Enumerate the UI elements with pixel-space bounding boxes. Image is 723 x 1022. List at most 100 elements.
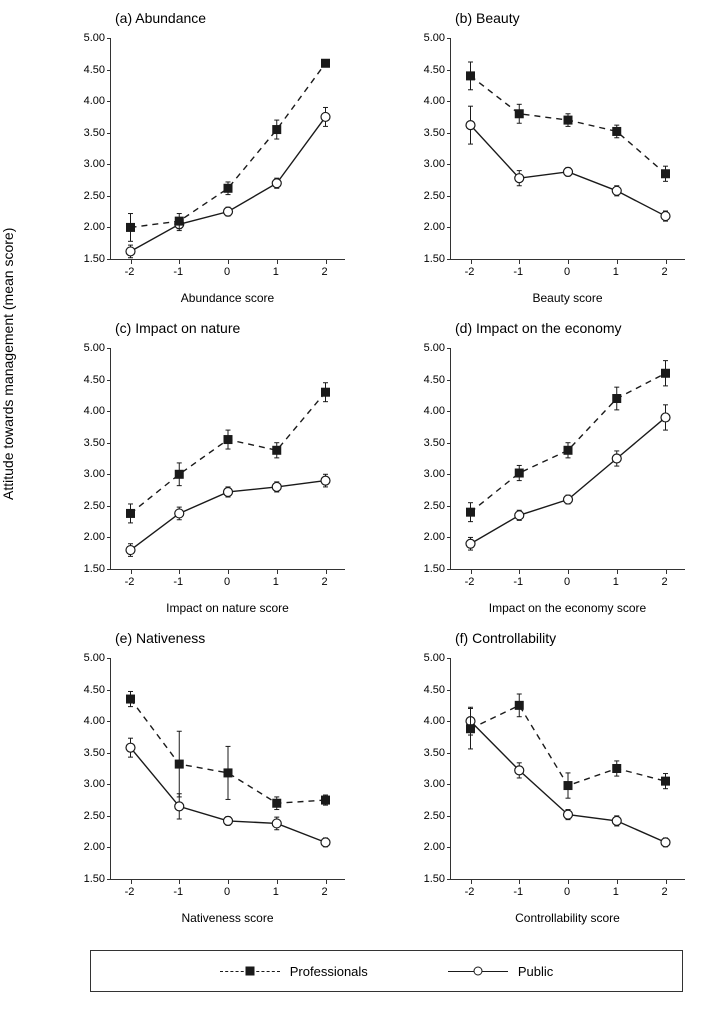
x-axis-label: Abundance score [110, 291, 345, 305]
plot-area [450, 348, 685, 570]
x-axis-label: Impact on the economy score [450, 601, 685, 615]
panel-e: (e) Nativeness Nativeness score 1.50 2.00 2.… [55, 630, 355, 930]
panel-title: (c) Impact on nature [115, 320, 240, 336]
panel-title: (f) Controllability [455, 630, 556, 646]
y-tick-label: 4.50 [55, 684, 105, 696]
x-tick-label: 0 [224, 576, 230, 588]
y-tick-label: 2.00 [395, 221, 445, 233]
x-tick-label: 2 [321, 576, 327, 588]
panel-title: (b) Beauty [455, 10, 520, 26]
panels-grid: (a) AbundanceAbundance score1.502.002.50… [55, 10, 695, 930]
y-tick-label: 2.50 [55, 500, 105, 512]
x-tick-label: 0 [564, 576, 570, 588]
x-tick-label: -2 [125, 266, 135, 278]
x-axis-label: Controllability score [450, 911, 685, 925]
y-tick-label: 5.00 [55, 32, 105, 44]
x-tick-label: -1 [513, 886, 523, 898]
y-tick-label: 4.50 [55, 64, 105, 76]
y-tick-label: 4.50 [395, 684, 445, 696]
y-tick-label: 4.50 [395, 374, 445, 386]
plot-area [110, 38, 345, 260]
y-tick-label: 2.50 [395, 500, 445, 512]
x-tick-label: 0 [224, 266, 230, 278]
x-tick-label: -2 [465, 266, 475, 278]
x-tick-label: 0 [564, 266, 570, 278]
y-tick-label: 5.00 [395, 32, 445, 44]
y-tick-label: 4.00 [55, 95, 105, 107]
legend-item-public: Public [448, 964, 553, 979]
x-axis-label: Impact on nature score [110, 601, 345, 615]
y-tick-label: 1.50 [55, 873, 105, 885]
x-axis-label: Beauty score [450, 291, 685, 305]
y-tick-label: 2.50 [55, 810, 105, 822]
plot-area [110, 658, 345, 880]
x-tick-label: -1 [173, 576, 183, 588]
y-tick-label: 2.00 [55, 531, 105, 543]
y-tick-label: 1.50 [55, 563, 105, 575]
y-tick-label: 5.00 [55, 652, 105, 664]
legend-label-professionals: Professionals [290, 964, 368, 979]
y-tick-label: 3.50 [395, 437, 445, 449]
plot-area [450, 658, 685, 880]
x-tick-label: -2 [465, 576, 475, 588]
legend-label-public: Public [518, 964, 553, 979]
y-tick-label: 1.50 [395, 563, 445, 575]
y-tick-label: 2.00 [55, 221, 105, 233]
y-tick-label: 3.50 [395, 127, 445, 139]
y-tick-label: 4.50 [55, 374, 105, 386]
x-tick-label: 2 [661, 886, 667, 898]
circle-marker-icon [473, 967, 482, 976]
panel-b: (b) BeautyBeauty score1.502.002.503.003.… [395, 10, 695, 310]
legend: Professionals Public [90, 950, 683, 992]
y-tick-label: 5.00 [395, 652, 445, 664]
y-tick-label: 3.00 [395, 158, 445, 170]
y-tick-label: 2.00 [55, 841, 105, 853]
panel-d: (d) Impact on the economy Impact on the e… [395, 320, 695, 620]
y-tick-label: 1.50 [395, 253, 445, 265]
y-tick-label: 4.00 [55, 715, 105, 727]
y-tick-label: 2.00 [395, 841, 445, 853]
y-tick-label: 4.00 [395, 405, 445, 417]
y-tick-label: 4.00 [395, 715, 445, 727]
y-tick-label: 5.00 [395, 342, 445, 354]
legend-swatch-public [448, 964, 508, 978]
x-tick-label: 1 [273, 266, 279, 278]
y-tick-label: 3.50 [395, 747, 445, 759]
x-tick-label: 1 [613, 886, 619, 898]
x-tick-label: -2 [125, 576, 135, 588]
y-tick-label: 3.50 [55, 437, 105, 449]
x-tick-label: 1 [613, 576, 619, 588]
y-tick-label: 4.50 [395, 64, 445, 76]
y-tick-label: 2.00 [395, 531, 445, 543]
x-tick-label: -1 [173, 886, 183, 898]
panel-f: (f) Controllability Controllability score… [395, 630, 695, 930]
figure: Attitude towards management (mean score)… [0, 0, 723, 1022]
y-tick-label: 3.00 [55, 468, 105, 480]
panel-a: (a) AbundanceAbundance score1.502.002.50… [55, 10, 355, 310]
x-tick-label: 2 [321, 266, 327, 278]
y-tick-label: 3.50 [55, 747, 105, 759]
x-tick-label: 2 [661, 266, 667, 278]
y-tick-label: 3.50 [55, 127, 105, 139]
y-tick-label: 5.00 [55, 342, 105, 354]
y-tick-label: 3.00 [55, 158, 105, 170]
panel-title: (e) Nativeness [115, 630, 205, 646]
panel-title: (d) Impact on the economy [455, 320, 622, 336]
x-tick-label: 2 [661, 576, 667, 588]
global-y-axis-label: Attitude towards management (mean score) [0, 228, 16, 500]
x-tick-label: -1 [513, 266, 523, 278]
square-marker-icon [245, 967, 254, 976]
legend-item-professionals: Professionals [220, 964, 368, 979]
y-tick-label: 2.50 [55, 190, 105, 202]
x-tick-label: 1 [273, 886, 279, 898]
plot-area [450, 38, 685, 260]
y-tick-label: 3.00 [55, 778, 105, 790]
x-axis-label: Nativeness score [110, 911, 345, 925]
panel-c: (c) Impact on nature Impact on nature sco… [55, 320, 355, 620]
x-tick-label: 1 [273, 576, 279, 588]
x-tick-label: 0 [224, 886, 230, 898]
y-tick-label: 4.00 [55, 405, 105, 417]
x-tick-label: -2 [125, 886, 135, 898]
x-tick-label: 0 [564, 886, 570, 898]
y-tick-label: 3.00 [395, 778, 445, 790]
